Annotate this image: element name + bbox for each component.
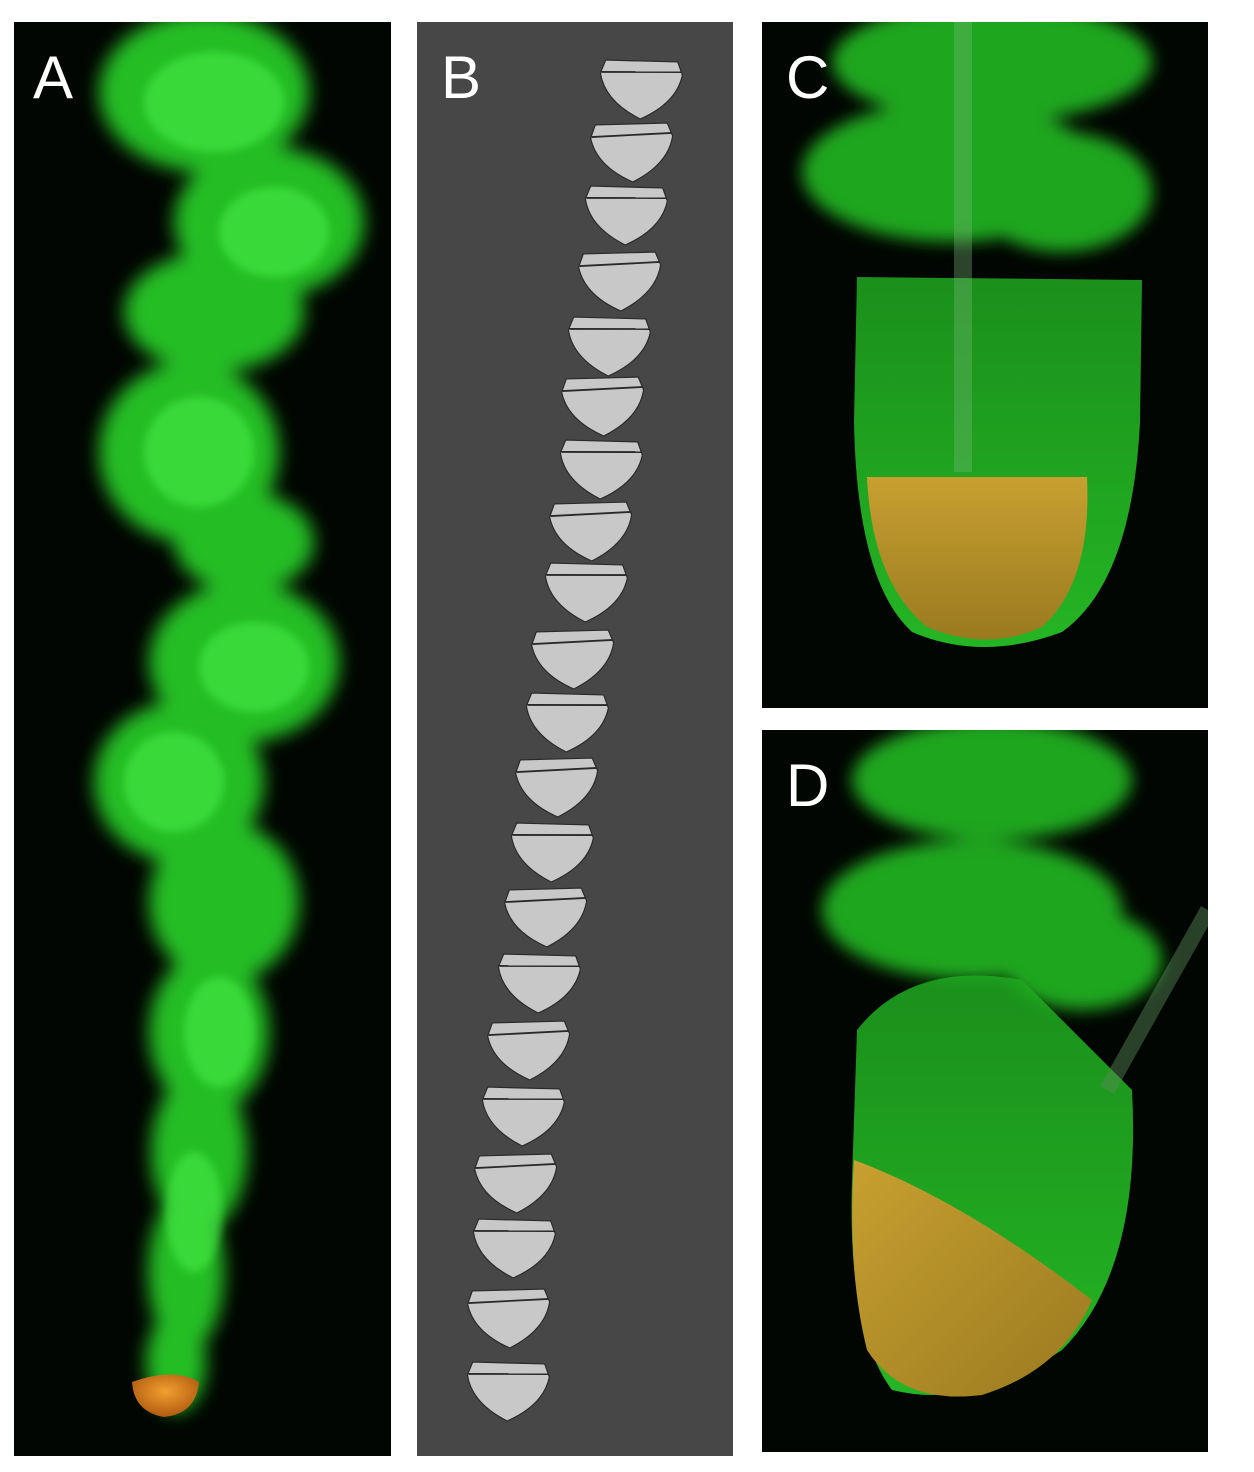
panel-a-label: A <box>33 44 74 111</box>
sequence-shape <box>530 629 616 691</box>
sequence-shape <box>466 1288 552 1350</box>
sequence-shape <box>480 1086 566 1148</box>
sequence-shape <box>496 953 582 1015</box>
support-rod <box>954 22 972 472</box>
projectile-tip <box>132 1374 199 1417</box>
sequence-shape <box>514 757 600 819</box>
sequence-shape <box>548 501 634 563</box>
closeup-image-d <box>822 730 1208 1397</box>
sequence-shape <box>524 692 610 754</box>
shape-sequence <box>465 59 684 1423</box>
sequence-shape <box>465 1361 551 1423</box>
closeup-image-c <box>802 22 1152 647</box>
sequence-shape <box>560 376 646 438</box>
panel-d-photo: D <box>762 730 1208 1452</box>
fill-region <box>867 477 1088 640</box>
plume-image <box>94 22 364 1417</box>
sequence-shape <box>583 185 669 247</box>
sequence-shape <box>566 316 652 378</box>
sequence-shape <box>471 1218 557 1280</box>
sequence-shape <box>543 562 629 624</box>
panel-a-photo: A <box>14 22 391 1456</box>
sequence-shape <box>509 822 595 884</box>
sequence-shape <box>589 122 675 184</box>
sequence-shape <box>503 887 589 949</box>
panel-b-schematic: B <box>417 22 733 1456</box>
fill-region-d <box>852 1160 1092 1397</box>
sequence-shape <box>558 439 644 501</box>
panel-d-label: D <box>786 752 830 819</box>
panel-c-label: C <box>786 44 830 111</box>
sequence-shape <box>598 59 684 121</box>
panel-b-label: B <box>441 44 482 111</box>
sequence-shape <box>473 1153 559 1215</box>
support-rod-d <box>1100 906 1208 1094</box>
sequence-shape <box>577 251 663 313</box>
sequence-shape <box>486 1020 572 1082</box>
panel-c-photo: C <box>762 22 1208 708</box>
